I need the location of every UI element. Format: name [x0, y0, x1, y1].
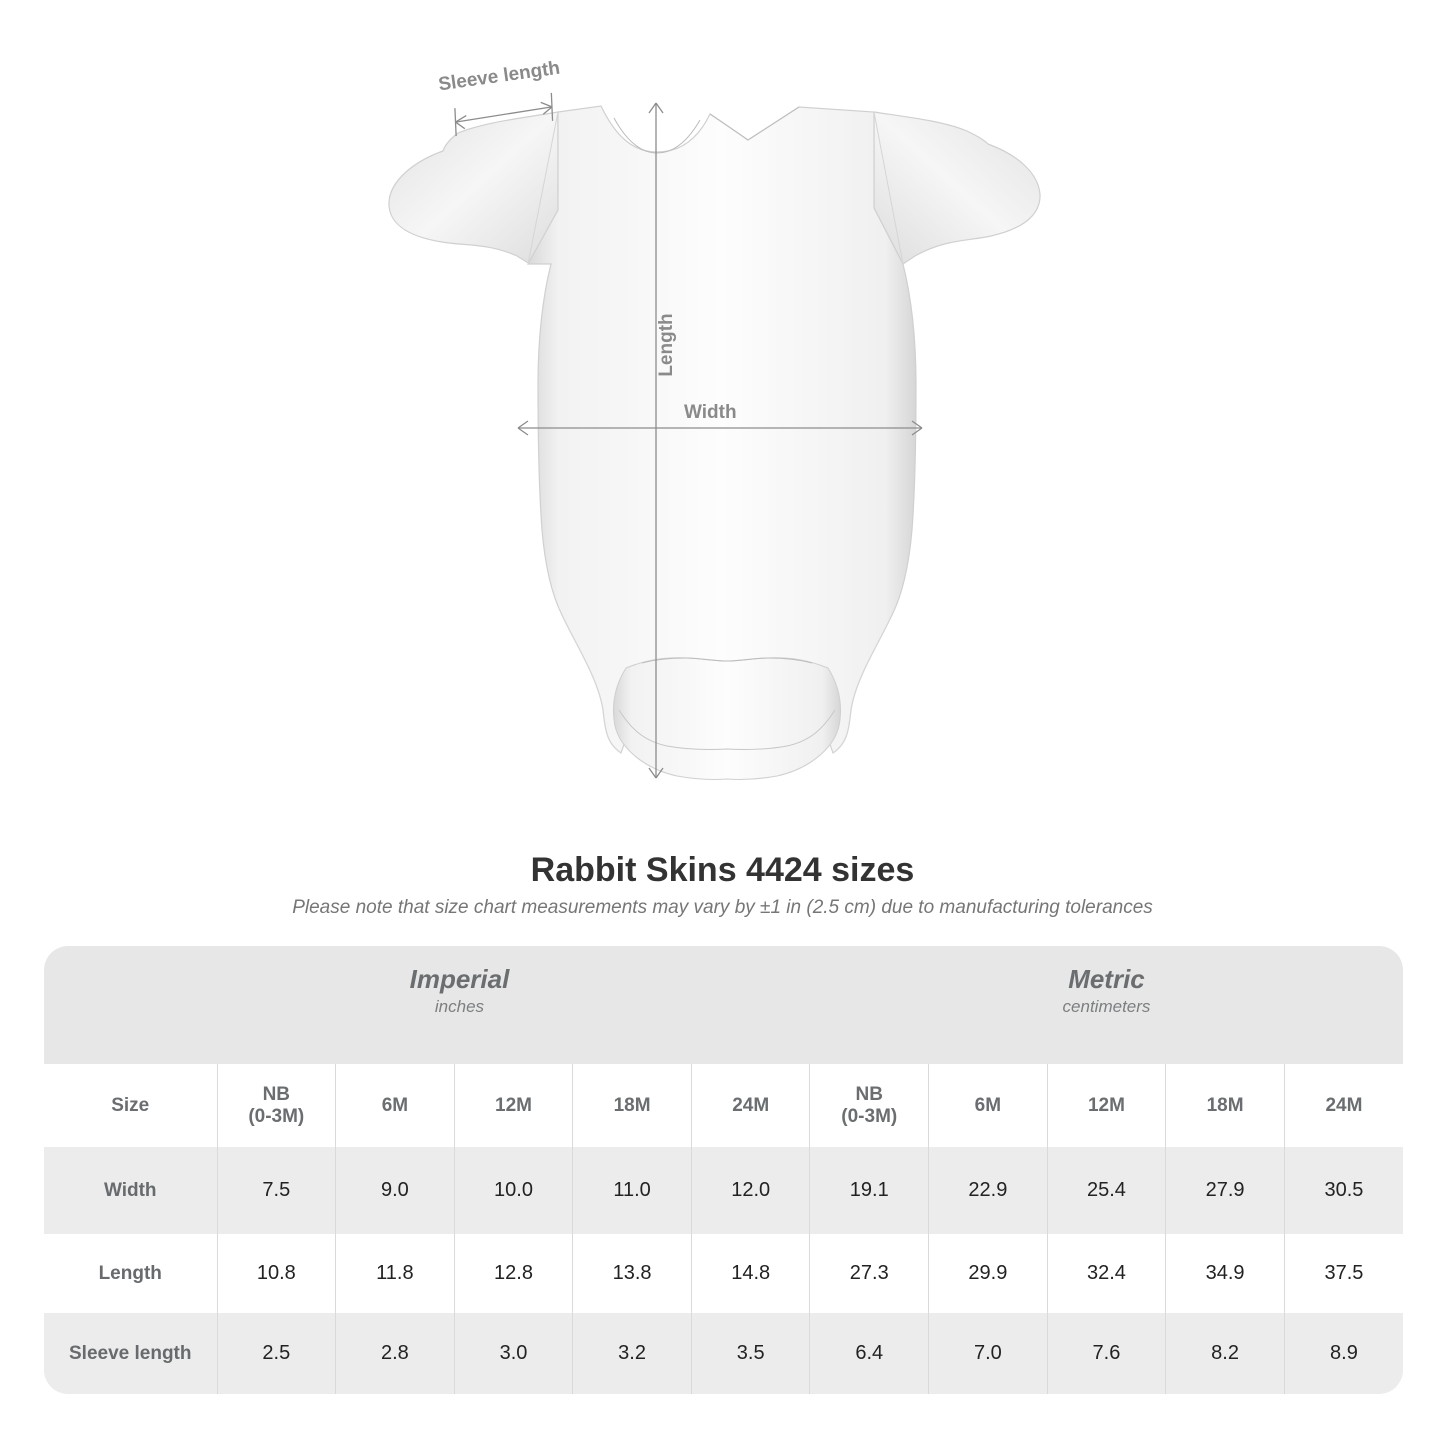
- svg-text:Length: Length: [656, 313, 677, 376]
- svg-text:Sleeve length: Sleeve length: [437, 58, 561, 96]
- svg-text:Width: Width: [684, 402, 737, 423]
